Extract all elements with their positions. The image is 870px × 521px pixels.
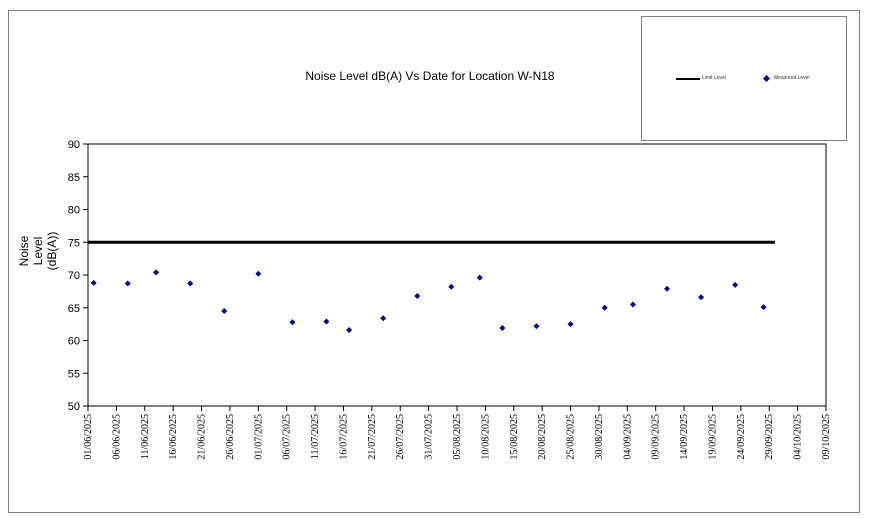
measured-level-point (255, 270, 262, 277)
measured-level-point (499, 325, 506, 332)
x-tick-label: 01/07/2025 (253, 414, 264, 460)
legend-label-measured-level: Measured Level (774, 75, 810, 81)
x-tick-label: 04/09/2025 (622, 414, 633, 460)
y-tick-label: 85 (68, 172, 80, 184)
y-tick-label: 70 (68, 270, 80, 282)
y-tick-label: 55 (68, 368, 80, 380)
x-tick-label: 24/09/2025 (736, 414, 747, 460)
x-tick-label: 11/06/2025 (140, 414, 151, 459)
measured-level-point (533, 323, 540, 330)
x-tick-label: 06/07/2025 (282, 414, 293, 460)
x-tick-label: 09/10/2025 (821, 414, 832, 460)
x-tick-label: 25/08/2025 (566, 414, 577, 460)
x-tick-label: 20/08/2025 (537, 414, 548, 460)
measured-level-point (90, 279, 97, 286)
x-tick-label: 31/07/2025 (424, 414, 435, 460)
measured-level-point (221, 308, 228, 315)
y-tick-label: 50 (68, 401, 80, 413)
x-tick-label: 16/07/2025 (338, 414, 349, 460)
measured-level-point (346, 327, 353, 334)
x-tick-label: 01/06/2025 (83, 414, 94, 460)
measured-level-point (153, 269, 160, 276)
chart-title: Noise Level dB(A) Vs Date for Location W… (305, 69, 555, 83)
measured-level-point (289, 319, 296, 326)
measured-level-point (414, 292, 421, 299)
y-tick-label: 65 (68, 303, 80, 315)
measured-level-point (732, 281, 739, 288)
x-tick-label: 14/09/2025 (679, 414, 690, 460)
x-tick-label: 29/09/2025 (764, 414, 775, 460)
measured-level-point (629, 301, 636, 308)
x-tick-label: 26/06/2025 (225, 414, 236, 460)
x-tick-label: 09/09/2025 (651, 414, 662, 460)
y-tick-label: 80 (68, 205, 80, 217)
x-tick-label: 11/07/2025 (310, 414, 321, 459)
x-tick-label: 16/06/2025 (168, 414, 179, 460)
x-tick-label: 06/06/2025 (111, 414, 122, 460)
measured-level-point (380, 315, 387, 322)
x-tick-label: 10/08/2025 (480, 414, 491, 460)
legend-label-limit-level: Limit Level (702, 75, 726, 81)
measured-level-point (124, 280, 131, 287)
x-tick-label: 05/08/2025 (452, 414, 463, 460)
x-tick-label: 21/06/2025 (197, 414, 208, 460)
measured-level-point (187, 280, 194, 287)
y-tick-label: 75 (68, 237, 80, 249)
x-tick-label: 19/09/2025 (707, 414, 718, 460)
x-tick-label: 30/08/2025 (594, 414, 605, 460)
plot-area (87, 143, 827, 407)
x-tick-label: 15/08/2025 (509, 414, 520, 460)
measured-level-point (567, 321, 574, 328)
measured-level-point (664, 285, 671, 292)
x-tick-label: 04/10/2025 (793, 414, 804, 460)
y-tick-label: 60 (68, 336, 80, 348)
measured-level-point (476, 274, 483, 281)
measured-level-point (601, 304, 608, 311)
measured-level-point (448, 283, 455, 290)
y-tick-label: 90 (68, 139, 80, 151)
measured-level-point (698, 294, 705, 301)
legend-line-swatch (676, 78, 700, 80)
measured-level-point (323, 318, 330, 325)
legend: Limit Level Measured Level (641, 16, 847, 141)
measured-level-point (760, 304, 767, 311)
x-tick-label: 21/07/2025 (367, 414, 378, 460)
x-tick-label: 26/07/2025 (395, 414, 406, 460)
